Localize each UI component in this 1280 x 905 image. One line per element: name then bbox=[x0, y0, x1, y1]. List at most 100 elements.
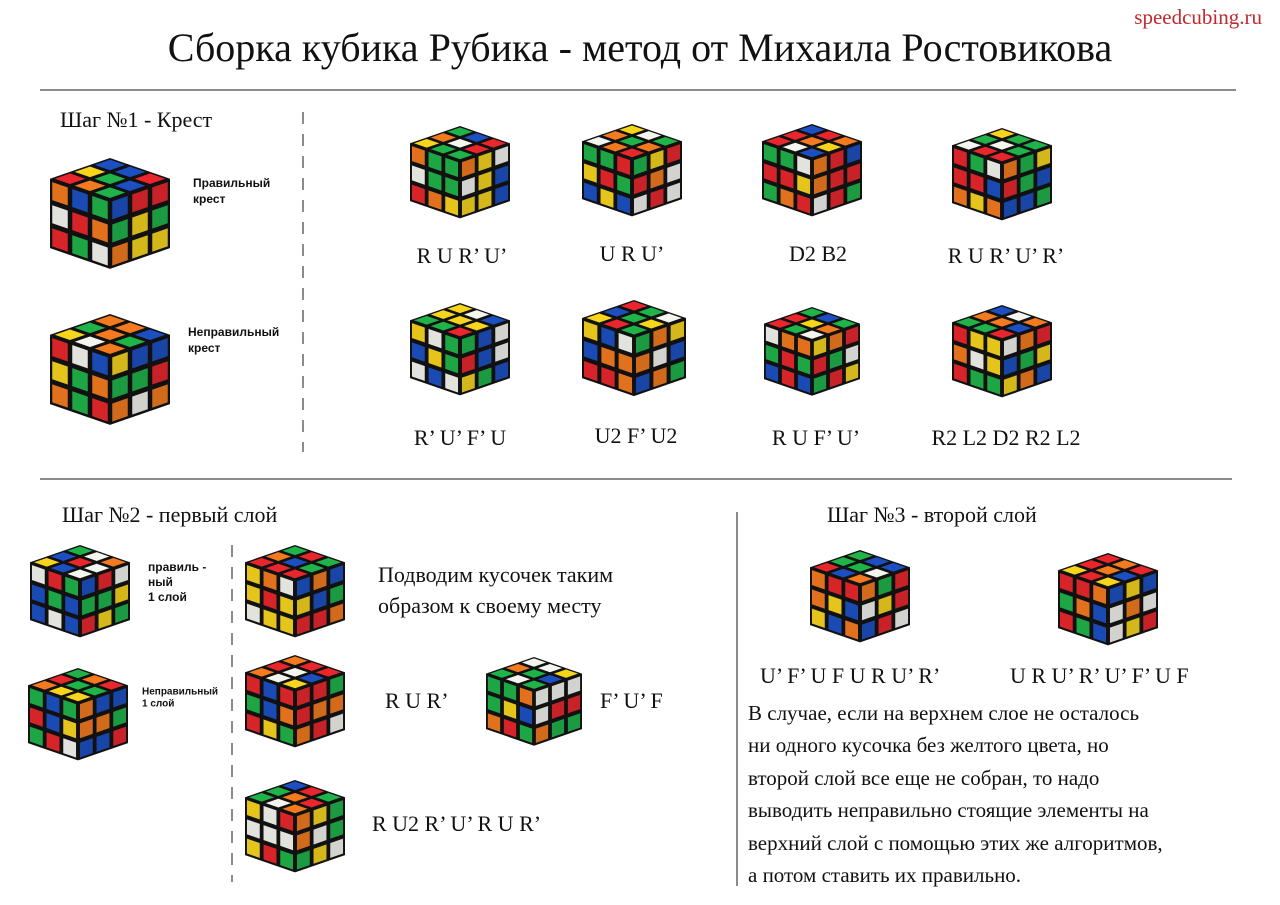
sticker bbox=[567, 712, 581, 733]
cube bbox=[486, 657, 582, 746]
sticker bbox=[986, 374, 1001, 396]
sticker bbox=[1126, 597, 1140, 619]
sticker bbox=[113, 322, 147, 334]
sticker bbox=[246, 583, 261, 605]
sticker bbox=[600, 168, 614, 190]
sticker bbox=[986, 355, 1001, 376]
sticker bbox=[878, 594, 892, 616]
instruction: образом к своему месту bbox=[378, 593, 602, 618]
sticker bbox=[478, 328, 492, 349]
sticker bbox=[279, 830, 294, 851]
sticker bbox=[617, 136, 647, 147]
sticker bbox=[445, 326, 475, 337]
sticker bbox=[1076, 616, 1090, 638]
sticker bbox=[329, 818, 344, 840]
sticker bbox=[96, 712, 110, 734]
sticker bbox=[264, 786, 293, 797]
sticker bbox=[602, 318, 632, 330]
sticker bbox=[845, 362, 859, 383]
sticker bbox=[987, 151, 1017, 162]
sticker bbox=[64, 614, 79, 636]
sticker bbox=[246, 799, 261, 821]
sticker bbox=[279, 849, 294, 871]
sticker bbox=[1020, 330, 1034, 351]
sticker bbox=[782, 313, 810, 323]
sticker bbox=[552, 668, 580, 679]
sticker bbox=[780, 168, 794, 190]
sticker bbox=[280, 780, 310, 791]
sticker bbox=[813, 155, 828, 176]
sticker bbox=[91, 351, 109, 377]
sticker bbox=[1021, 140, 1050, 151]
sticker bbox=[652, 326, 668, 348]
sticker bbox=[297, 563, 326, 573]
sticker bbox=[53, 172, 87, 185]
sticker bbox=[296, 830, 311, 851]
cube bbox=[410, 303, 510, 396]
sticker bbox=[429, 321, 458, 331]
sticker bbox=[503, 681, 517, 702]
cube bbox=[810, 550, 910, 643]
sticker bbox=[264, 673, 293, 683]
sticker bbox=[99, 557, 128, 568]
sticker bbox=[296, 576, 311, 597]
sticker bbox=[830, 168, 844, 190]
sticker bbox=[461, 353, 476, 374]
sticker bbox=[93, 315, 127, 327]
sticker bbox=[98, 608, 112, 630]
sticker bbox=[971, 311, 1000, 322]
sticker bbox=[79, 737, 94, 759]
sticker bbox=[444, 195, 459, 217]
sticker bbox=[51, 337, 69, 363]
sticker bbox=[987, 328, 1017, 339]
sticker bbox=[652, 366, 668, 388]
sticker bbox=[65, 568, 95, 579]
sticker bbox=[520, 668, 548, 679]
sticker bbox=[811, 588, 826, 610]
sticker bbox=[445, 138, 475, 149]
sticker bbox=[494, 341, 509, 363]
sticker bbox=[428, 151, 442, 172]
sticker bbox=[536, 674, 564, 684]
sticker bbox=[763, 181, 778, 203]
sticker bbox=[263, 718, 277, 740]
sticker bbox=[81, 614, 96, 636]
sticker bbox=[444, 334, 459, 355]
sticker bbox=[846, 162, 861, 184]
sticker bbox=[781, 349, 795, 370]
cube bbox=[582, 124, 682, 217]
sticker bbox=[1126, 578, 1140, 599]
algorithm: F’ U’ F bbox=[600, 688, 663, 713]
sticker bbox=[970, 330, 984, 351]
sticker bbox=[46, 712, 60, 734]
sticker bbox=[600, 149, 614, 170]
sticker bbox=[650, 168, 664, 190]
cube bbox=[50, 158, 170, 269]
sticker bbox=[1059, 610, 1074, 632]
sticker bbox=[781, 331, 795, 352]
sticker bbox=[429, 144, 458, 154]
cube-label: Правильный bbox=[193, 176, 270, 190]
cube-label: крест bbox=[188, 341, 221, 355]
sticker bbox=[504, 663, 532, 673]
sticker bbox=[845, 562, 875, 573]
sticker bbox=[114, 583, 129, 605]
sticker bbox=[479, 315, 508, 326]
sticker bbox=[313, 699, 327, 721]
sticker bbox=[1109, 584, 1124, 605]
sticker bbox=[478, 189, 492, 211]
sticker bbox=[264, 563, 293, 573]
sticker bbox=[813, 193, 828, 215]
sticker bbox=[263, 680, 277, 701]
sticker bbox=[29, 687, 44, 709]
sticker bbox=[830, 318, 858, 329]
sticker bbox=[64, 595, 79, 616]
sticker bbox=[478, 366, 492, 388]
sticker bbox=[845, 344, 859, 365]
sticker bbox=[844, 600, 859, 621]
algorithm: D2 B2 bbox=[789, 241, 847, 266]
algorithm: U’ F’ U F U R U’ R’ bbox=[760, 663, 940, 688]
sticker bbox=[296, 705, 311, 726]
sticker bbox=[494, 360, 509, 382]
sticker bbox=[445, 315, 475, 326]
